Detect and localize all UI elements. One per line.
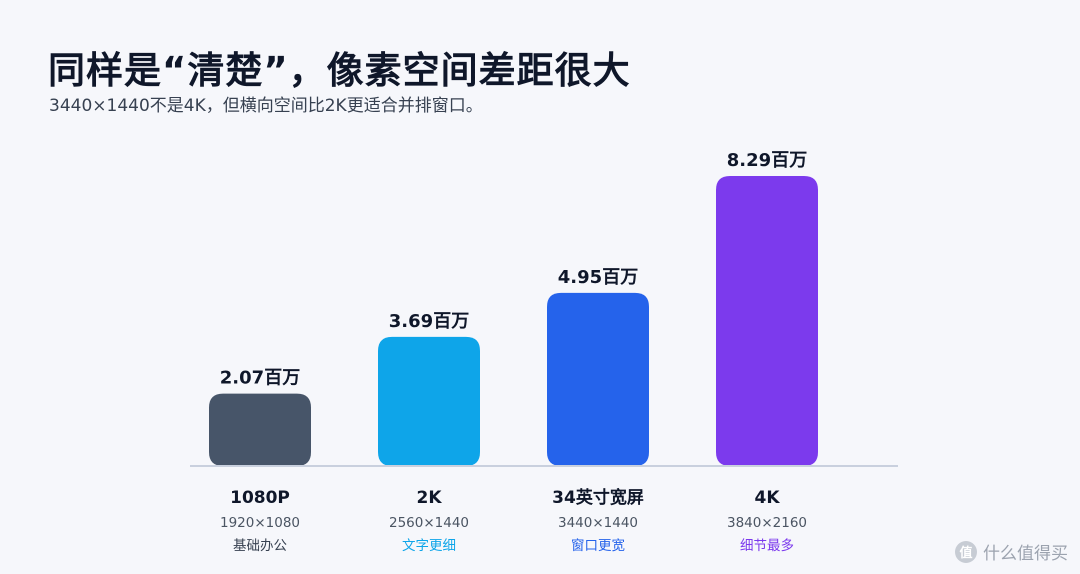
usage-note-label: 窗口更宽 [571, 537, 625, 554]
category-label: 2K [416, 488, 442, 508]
zhi-icon: 值 [955, 540, 977, 563]
bar-value-label: 4.95百万 [558, 267, 638, 288]
usage-note-label: 基础办公 [233, 537, 287, 554]
watermark: 值 什么值得买 [955, 539, 1068, 564]
bar-1 [209, 393, 311, 466]
bar-value-label: 8.29百万 [727, 150, 807, 171]
page-title: 同样是“清楚”，像素空间差距很大 [48, 49, 631, 92]
resolution-label: 1920×1080 [220, 515, 300, 531]
category-label: 1080P [230, 488, 290, 508]
resolution-label: 2560×1440 [389, 515, 469, 531]
usage-note-label: 细节最多 [740, 537, 794, 554]
bar-value-label: 3.69百万 [389, 311, 469, 332]
usage-note-label: 文字更细 [402, 538, 456, 554]
resolution-label: 3840×2160 [727, 515, 807, 531]
resolution-label: 3440×1440 [558, 515, 638, 531]
watermark-text: 什么值得买 [983, 544, 1068, 564]
bar-2 [378, 336, 480, 466]
bar-4 [716, 176, 818, 466]
page-subtitle: 3440×1440不是4K，但横向空间比2K更适合并排窗口。 [49, 96, 483, 116]
category-label: 4K [754, 488, 780, 508]
bar-value-label: 2.07百万 [220, 368, 300, 389]
category-label: 34英寸宽屏 [552, 487, 644, 508]
bar-3 [547, 292, 649, 466]
